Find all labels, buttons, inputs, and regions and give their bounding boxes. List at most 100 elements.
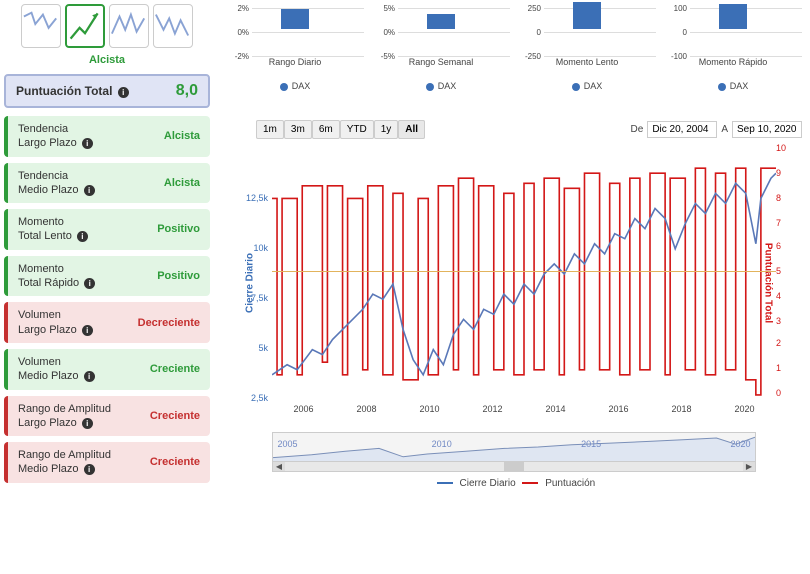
info-icon[interactable]: i [84, 185, 95, 196]
y-axis-left-label: Cierre Diario [245, 253, 256, 313]
nav-year-label: 2010 [432, 439, 452, 449]
metric-label-2: Largo Plazo [18, 137, 77, 149]
ytick-left: 12,5k [238, 193, 268, 203]
mini-bar [719, 4, 747, 29]
ytick-left: 10k [238, 243, 268, 253]
trend-card-4[interactable] [153, 4, 193, 48]
metric-label-2: Medio Plazo [18, 370, 79, 382]
ytick-right: 5 [776, 266, 796, 276]
legend-line-blue [437, 482, 453, 484]
legend-label-a: Cierre Diario [460, 478, 516, 489]
xtick: 2016 [608, 404, 628, 414]
ytick-right: 0 [776, 388, 796, 398]
trend-card-3[interactable] [109, 4, 149, 48]
metric-value: Alcista [164, 177, 200, 189]
metric-value: Positivo [157, 270, 200, 282]
legend-dot-icon [426, 83, 434, 91]
xtick: 2012 [482, 404, 502, 414]
mini-chart-0: 2%0%-2%Rango DiarioDAX [226, 4, 364, 91]
chart-navigator[interactable]: 2005201020152020 ◀ ▶ [272, 432, 756, 472]
metric-card-6: Rango de AmplitudLargo Plazo iCreciente [4, 396, 210, 437]
metric-label-1: Rango de Amplitud [18, 448, 111, 462]
metric-value: Creciente [150, 456, 200, 468]
mini-charts-row: 2%0%-2%Rango DiarioDAX5%0%-5%Rango Seman… [226, 4, 802, 91]
range-button-ytd[interactable]: YTD [340, 120, 374, 139]
metric-card-0: TendenciaLargo Plazo i Alcista [4, 116, 210, 157]
metric-card-7: Rango de AmplitudMedio Plazo iCreciente [4, 442, 210, 483]
navigator-scrollbar[interactable]: ◀ ▶ [273, 461, 755, 471]
info-icon[interactable]: i [84, 278, 95, 289]
range-button-6m[interactable]: 6m [312, 120, 340, 139]
metric-label-1: Volumen [18, 355, 95, 369]
xtick: 2014 [545, 404, 565, 414]
metric-label-2: Total Lento [18, 230, 72, 242]
xtick: 2006 [293, 404, 313, 414]
score-card: Puntuación Total i 8,0 [4, 74, 210, 108]
trend-card-2-active[interactable] [65, 4, 105, 48]
trend-card-1[interactable] [21, 4, 61, 48]
chart-toolbar: 1m3m6mYTD1yAll De A [256, 121, 802, 138]
xtick: 2018 [671, 404, 691, 414]
mini-chart-legend: DAX [372, 81, 510, 91]
scroll-thumb[interactable] [504, 462, 524, 471]
mini-chart-legend: DAX [664, 81, 802, 91]
metric-label-1: Tendencia [18, 169, 95, 183]
nav-year-label: 2015 [581, 439, 601, 449]
metric-label-2: Medio Plazo [18, 184, 79, 196]
legend-dot-icon [718, 83, 726, 91]
range-button-1y[interactable]: 1y [374, 120, 399, 139]
info-icon[interactable]: i [118, 87, 129, 98]
from-label: De [631, 124, 644, 135]
mini-bar [573, 2, 601, 30]
xtick: 2010 [419, 404, 439, 414]
ytick-right: 4 [776, 291, 796, 301]
mini-bar [427, 14, 455, 29]
ytick-right: 9 [776, 168, 796, 178]
range-button-3m[interactable]: 3m [284, 120, 312, 139]
ytick-left: 2,5k [238, 393, 268, 403]
info-icon[interactable]: i [77, 231, 88, 242]
range-button-1m[interactable]: 1m [256, 120, 284, 139]
legend-line-red [522, 482, 538, 484]
date-to-input[interactable] [732, 121, 802, 138]
metric-label-1: Momento [18, 262, 95, 276]
mini-chart-legend: DAX [518, 81, 656, 91]
threshold-line [272, 271, 776, 272]
ytick-right: 10 [776, 143, 796, 153]
main-area: 2%0%-2%Rango DiarioDAX5%0%-5%Rango Seman… [218, 0, 810, 574]
ytick-right: 3 [776, 316, 796, 326]
trend-selector [4, 4, 210, 48]
legend-dot-icon [572, 83, 580, 91]
metric-label-1: Tendencia [18, 122, 93, 136]
score-label: Puntuación Total [16, 84, 112, 98]
info-icon[interactable]: i [82, 138, 93, 149]
metric-value: Alcista [164, 130, 200, 142]
mini-chart-1: 5%0%-5%Rango SemanalDAX [372, 4, 510, 91]
info-icon[interactable]: i [84, 464, 95, 475]
date-from-input[interactable] [647, 121, 717, 138]
metric-value: Creciente [150, 410, 200, 422]
mini-bar [281, 9, 309, 29]
metric-label-2: Largo Plazo [18, 417, 77, 429]
ytick-right: 1 [776, 363, 796, 373]
metric-value: Decreciente [138, 317, 200, 329]
legend-dot-icon [280, 83, 288, 91]
scroll-right-arrow[interactable]: ▶ [743, 462, 755, 471]
metric-label-1: Volumen [18, 308, 93, 322]
metric-value: Positivo [157, 223, 200, 235]
nav-year-label: 2020 [731, 439, 751, 449]
info-icon[interactable]: i [82, 418, 93, 429]
info-icon[interactable]: i [84, 371, 95, 382]
metric-label-2: Largo Plazo [18, 324, 77, 336]
metric-label-1: Momento [18, 215, 88, 229]
sidebar: Alcista Puntuación Total i 8,0 Tendencia… [0, 0, 218, 574]
metric-card-2: MomentoTotal Lento i Positivo [4, 209, 210, 250]
scroll-left-arrow[interactable]: ◀ [273, 462, 285, 471]
metric-card-1: TendenciaMedio Plazo i Alcista [4, 163, 210, 204]
mini-chart-2: 2500-250Momento LentoDAX [518, 4, 656, 91]
score-value: 8,0 [176, 82, 198, 100]
range-button-all[interactable]: All [398, 120, 425, 139]
info-icon[interactable]: i [82, 325, 93, 336]
metric-card-5: VolumenMedio Plazo iCreciente [4, 349, 210, 390]
mini-chart-3: 1000-100Momento RápidoDAX [664, 4, 802, 91]
